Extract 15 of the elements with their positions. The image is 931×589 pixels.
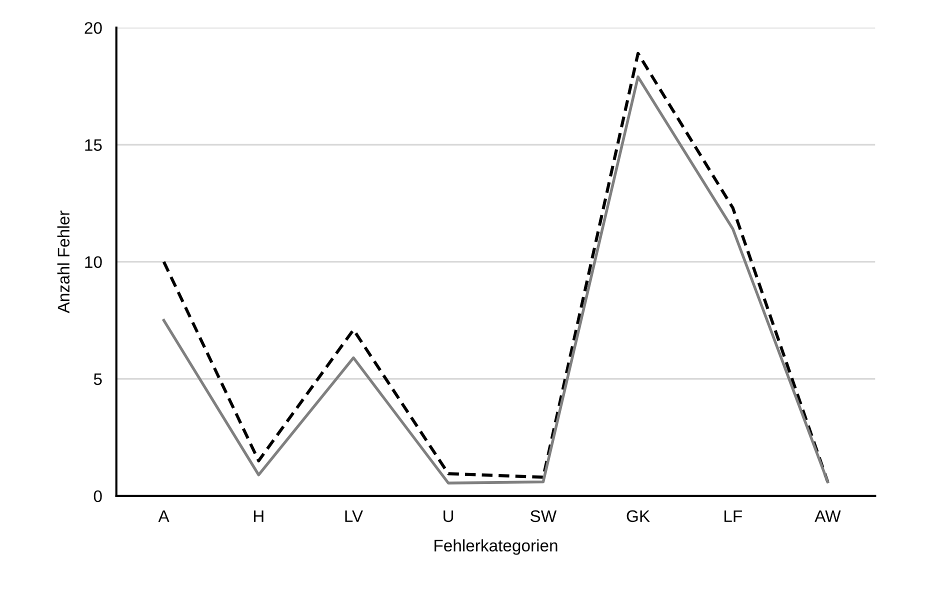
y-axis-title: Anzahl Fehler [57, 210, 70, 314]
x-tick-label: LV [345, 510, 363, 522]
y-tick-label: 5 [94, 373, 102, 386]
x-tick-label: GK [626, 510, 650, 522]
x-tick-label: H [254, 510, 264, 522]
y-tick-label: 20 [84, 22, 102, 34]
x-tick-label: SW [530, 510, 557, 522]
x-tick-label: U [444, 510, 454, 522]
x-tick-label: AW [814, 510, 841, 522]
y-tick-label: 10 [85, 256, 102, 268]
x-axis-title: Fehlerkategorien [434, 539, 558, 555]
x-tick-label: LF [724, 510, 742, 522]
y-tick-label: 0 [94, 490, 102, 502]
x-tick-label: A [158, 510, 170, 522]
y-tick-label: 15 [85, 139, 102, 151]
